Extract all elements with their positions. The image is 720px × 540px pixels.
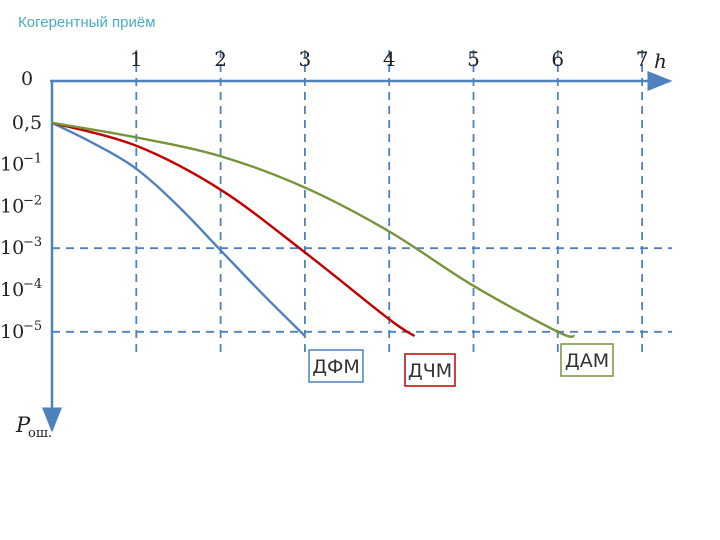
- grid: [52, 50, 672, 352]
- y-tick-labels: 00,510−110−210−310−410−5: [0, 68, 42, 343]
- axes: [42, 71, 673, 433]
- y-tick-label-10^-5: 10: [0, 321, 24, 343]
- legend-box-3: [560, 343, 614, 377]
- x-tick-label-5: 5: [467, 47, 480, 71]
- y-tick-exponent-10^-4: −4: [23, 277, 42, 292]
- series-line-2: [51, 121, 416, 337]
- x-tick-labels: 1 2 3 4 5 6 7: [130, 47, 649, 71]
- y-axis-label: P: [15, 413, 31, 437]
- x-tick-label-4: 4: [383, 47, 396, 71]
- x-tick-label-6: 6: [551, 47, 564, 71]
- y-tick-label-10^-2: 10: [0, 195, 24, 217]
- x-tick-label-7: 7: [636, 47, 649, 71]
- y-tick-exponent-10^-5: −5: [23, 319, 42, 334]
- y-tick-exponent-10^-3: −3: [23, 235, 42, 250]
- x-tick-label-3: 3: [299, 47, 312, 71]
- y-tick-label-10^-3: 10: [0, 237, 24, 259]
- series-line-1: [51, 121, 306, 337]
- y-tick-label-0: 0: [21, 68, 33, 90]
- legend-label-1: ДФМ: [312, 356, 360, 378]
- legend-label-3: ДАМ: [565, 350, 609, 372]
- y-tick-label-10^-1: 10: [0, 154, 24, 176]
- axis-labels: h P ош.: [15, 49, 667, 441]
- y-tick-label-10^-4: 10: [0, 279, 24, 301]
- legend-box-1: [308, 349, 364, 383]
- x-axis-label: h: [654, 49, 667, 73]
- slide-title: Когерентный приём: [18, 14, 156, 31]
- legend-label-2: ДЧМ: [408, 360, 452, 382]
- legend: ДФМ ДЧМ ДАМ: [308, 343, 614, 387]
- y-tick-exponent-10^-2: −2: [23, 193, 42, 208]
- legend-box-2: [404, 353, 456, 387]
- y-tick-label-0,5: 0,5: [12, 112, 42, 134]
- y-axis-label-subscript: ош.: [28, 426, 52, 441]
- y-tick-exponent-10^-1: −1: [23, 152, 42, 167]
- series-line-3: [51, 121, 575, 338]
- x-tick-label-2: 2: [214, 47, 227, 71]
- x-tick-label-1: 1: [130, 47, 143, 71]
- series-group: [51, 121, 575, 338]
